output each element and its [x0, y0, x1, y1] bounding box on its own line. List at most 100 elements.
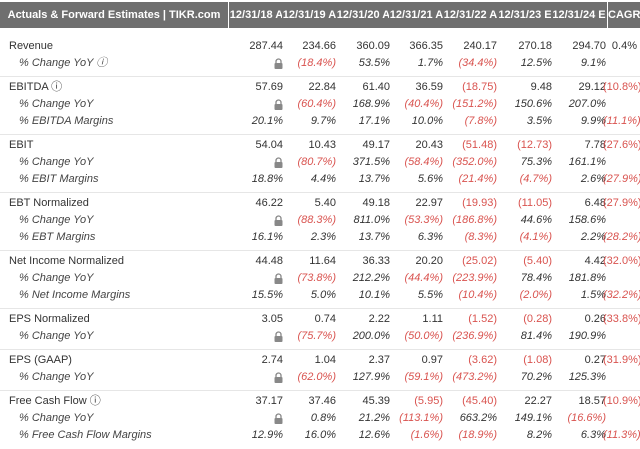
group-separator — [0, 390, 640, 391]
cell-value: (1.52) — [468, 313, 497, 325]
cell-value: 18.8% — [251, 173, 283, 185]
cell-value: (60.4%) — [297, 98, 336, 110]
cell-value: (80.7%) — [297, 156, 336, 168]
cell-value: 29.12 — [578, 81, 606, 93]
row-label: % Change YoY — [19, 156, 94, 168]
group-separator — [0, 134, 640, 135]
column-header: 12/31/19 A — [282, 2, 337, 28]
lock-icon — [274, 413, 283, 424]
cell-value: (27.9%) — [603, 173, 640, 185]
cell-value: 12.5% — [520, 57, 552, 69]
cell-value: (10.9%) — [603, 395, 640, 407]
row-label: EBIT — [9, 139, 34, 151]
cell-value: (32.0%) — [603, 255, 640, 267]
cell-value: (4.1%) — [519, 231, 552, 243]
cell-value: (113.1%) — [399, 412, 443, 424]
cell-value: 13.7% — [358, 173, 390, 185]
cell-value: (7.8%) — [464, 115, 497, 127]
cell-value: 81.4% — [520, 330, 552, 342]
cell-value: 57.69 — [255, 81, 283, 93]
cell-value: (1.6%) — [410, 429, 443, 441]
cell-value: 150.6% — [514, 98, 552, 110]
cell-value: 366.35 — [409, 40, 443, 52]
cell-value: 207.0% — [568, 98, 606, 110]
row-label: % Change YoY — [19, 371, 94, 383]
cell-value: (40.4%) — [404, 98, 443, 110]
cell-value: (2.0%) — [519, 289, 552, 301]
cell-value: 371.5% — [352, 156, 390, 168]
lock-icon — [274, 273, 283, 284]
cell-value: 9.1% — [580, 57, 606, 69]
cell-value: (58.4%) — [404, 156, 443, 168]
cell-value: 270.18 — [518, 40, 552, 52]
cell-value: (151.2%) — [452, 98, 497, 110]
cell-value: (4.7%) — [519, 173, 552, 185]
group-separator — [0, 76, 640, 77]
cell-value: (11.05) — [517, 197, 552, 209]
lock-icon — [274, 157, 283, 168]
row-label: % EBT Margins — [19, 231, 96, 243]
cell-value: 37.46 — [308, 395, 336, 407]
row-label: EPS (GAAP) — [9, 354, 72, 366]
cell-value: 17.1% — [358, 115, 390, 127]
cell-value: 168.9% — [352, 98, 390, 110]
row-label: Free Cash Flow ⓘ — [9, 395, 101, 407]
cell-value: (18.9%) — [458, 429, 497, 441]
row-label: Net Income Normalized — [9, 255, 124, 267]
cell-value: (75.7%) — [297, 330, 336, 342]
row-label: % Free Cash Flow Margins — [19, 429, 152, 441]
group-separator — [0, 308, 640, 309]
cell-value: (3.62) — [468, 354, 497, 366]
cell-value: 2.37 — [368, 354, 390, 366]
cell-value: 5.0% — [310, 289, 336, 301]
cell-value: 287.44 — [249, 40, 283, 52]
cell-value: (0.28) — [523, 313, 552, 325]
cell-value: 6.3% — [580, 429, 606, 441]
lock-icon — [274, 58, 283, 69]
cell-value: (8.3%) — [464, 231, 497, 243]
column-header: 12/31/23 E — [497, 2, 553, 28]
cell-value: 3.05 — [261, 313, 283, 325]
row-label: % EBITDA Margins — [19, 115, 114, 127]
cell-value: (33.8%) — [603, 313, 640, 325]
cell-value: 22.27 — [524, 395, 552, 407]
cell-value: 6.48 — [584, 197, 606, 209]
cell-value: (223.9%) — [452, 272, 497, 284]
lock-icon — [274, 372, 283, 383]
cell-value: 36.33 — [362, 255, 390, 267]
cell-value: (19.93) — [462, 197, 497, 209]
cell-value: 10.43 — [308, 139, 336, 151]
cell-value: 9.9% — [580, 115, 606, 127]
row-label: EPS Normalized — [9, 313, 90, 325]
cell-value: 20.1% — [251, 115, 283, 127]
cell-value: 75.3% — [520, 156, 552, 168]
cell-value: (1.08) — [523, 354, 552, 366]
lock-icon — [274, 331, 283, 342]
cell-value: 5.40 — [314, 197, 336, 209]
cell-value: 5.5% — [417, 289, 443, 301]
cell-value: (25.02) — [462, 255, 497, 267]
column-header: 12/31/21 A — [389, 2, 444, 28]
cell-value: 0.97 — [421, 354, 443, 366]
cell-value: 161.1% — [568, 156, 606, 168]
cell-value: (236.9%) — [452, 330, 497, 342]
cell-value: 0.74 — [314, 313, 336, 325]
row-label: EBT Normalized — [9, 197, 89, 209]
cell-value: 0.4% — [611, 40, 637, 52]
cell-value: 54.04 — [255, 139, 283, 151]
cell-value: 0.8% — [310, 412, 336, 424]
column-header: 12/31/20 A — [336, 2, 391, 28]
cell-value: 1.5% — [580, 289, 606, 301]
cell-value: (88.3%) — [297, 214, 336, 226]
cell-value: 21.2% — [358, 412, 390, 424]
cell-value: 16.0% — [304, 429, 336, 441]
cell-value: 663.2% — [459, 412, 497, 424]
cell-value: (50.0%) — [404, 330, 443, 342]
cell-value: (10.8%) — [603, 81, 640, 93]
cell-value: (352.0%) — [452, 156, 497, 168]
cell-value: (11.1%) — [603, 115, 640, 127]
row-label: % Change YoY — [19, 412, 94, 424]
cell-value: 49.18 — [362, 197, 390, 209]
cell-value: (5.40) — [523, 255, 552, 267]
cell-value: 7.78 — [584, 139, 606, 151]
